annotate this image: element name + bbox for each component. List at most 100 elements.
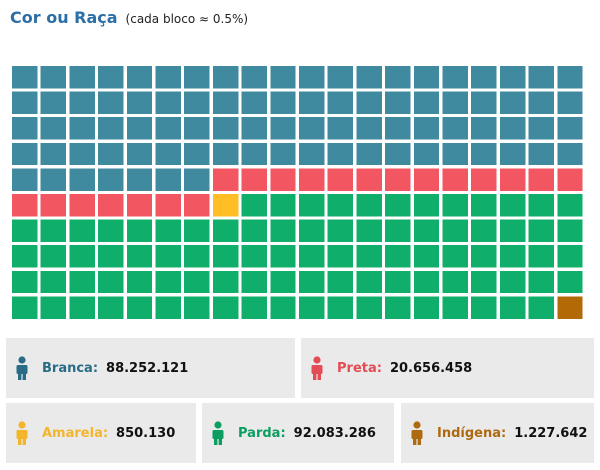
waffle-block-branca [557, 117, 583, 140]
waffle-block-parda [126, 245, 153, 268]
legend-colon: : [92, 360, 99, 376]
waffle-block-branca [356, 91, 382, 114]
waffle-block-parda [471, 296, 497, 319]
waffle-block-branca [299, 91, 325, 114]
waffle-block-preta [557, 168, 583, 191]
waffle-block-parda [528, 194, 554, 217]
waffle-block-parda [155, 245, 181, 268]
waffle-block-branca [413, 142, 440, 166]
waffle-block-parda [413, 270, 440, 294]
waffle-block-branca [557, 66, 583, 89]
waffle-block-branca [184, 117, 210, 140]
waffle-block-parda [442, 194, 468, 217]
waffle-block-branca [126, 91, 153, 114]
waffle-block-parda [184, 270, 210, 294]
waffle-block-parda [413, 194, 440, 217]
waffle-block-branca [356, 117, 382, 140]
waffle-block-parda [471, 245, 497, 268]
legend-colon: : [280, 425, 286, 441]
waffle-block-branca [212, 91, 239, 114]
waffle-block-indigena [557, 296, 583, 319]
waffle-block-parda [356, 219, 382, 242]
waffle-block-parda [12, 245, 38, 268]
waffle-block-branca [241, 91, 267, 114]
person-icon [16, 421, 28, 445]
waffle-block-branca [528, 117, 554, 140]
waffle-block-parda [327, 219, 354, 242]
waffle-block-preta [471, 168, 497, 191]
waffle-block-parda [12, 219, 38, 242]
waffle-block-parda [327, 194, 354, 217]
waffle-block-preta [155, 194, 181, 217]
waffle-block-parda [442, 270, 468, 294]
legend-colon: : [376, 360, 382, 376]
waffle-block-branca [98, 142, 124, 166]
waffle-block-parda [126, 270, 153, 294]
waffle-block-preta [413, 168, 440, 191]
waffle-block-branca [155, 168, 181, 191]
waffle-block-branca [327, 142, 354, 166]
waffle-block-branca [12, 142, 38, 166]
waffle-block-branca [126, 168, 153, 191]
waffle-block-parda [499, 296, 526, 319]
waffle-block-parda [69, 296, 95, 319]
waffle-block-parda [557, 194, 583, 217]
waffle-block-parda [270, 194, 296, 217]
waffle-block-parda [413, 296, 440, 319]
waffle-block-branca [270, 91, 296, 114]
waffle-block-branca [40, 66, 67, 89]
waffle-block-parda [528, 296, 554, 319]
waffle-block-branca [499, 117, 526, 140]
waffle-block-parda [98, 245, 124, 268]
waffle-block-branca [40, 117, 67, 140]
waffle-block-preta [69, 194, 95, 217]
waffle-block-parda [557, 270, 583, 294]
legend-label-indigena: Indígena [437, 425, 502, 441]
waffle-block-branca [126, 66, 153, 89]
waffle-block-branca [385, 91, 411, 114]
waffle-block-preta [241, 168, 267, 191]
waffle-block-parda [69, 270, 95, 294]
waffle-block-preta [12, 194, 38, 217]
waffle-block-branca [69, 91, 95, 114]
waffle-block-parda [356, 270, 382, 294]
waffle-block-branca [442, 91, 468, 114]
waffle-block-parda [385, 194, 411, 217]
waffle-block-parda [212, 296, 239, 319]
waffle-block-parda [499, 219, 526, 242]
waffle-block-parda [528, 245, 554, 268]
waffle-block-parda [126, 219, 153, 242]
chart-title: Cor ou Raça [10, 8, 118, 27]
waffle-block-branca [184, 168, 210, 191]
waffle-block-branca [241, 117, 267, 140]
person-icon [311, 356, 323, 380]
waffle-block-branca [40, 168, 67, 191]
waffle-block-parda [40, 245, 67, 268]
waffle-block-parda [299, 194, 325, 217]
chart-header: Cor ou Raça (cada bloco ≈ 0.5%) [10, 8, 248, 30]
waffle-block-branca [270, 142, 296, 166]
person-icon [212, 421, 224, 445]
waffle-block-parda [471, 194, 497, 217]
legend-value-parda: 92.083.286 [293, 425, 376, 441]
waffle-block-branca [155, 91, 181, 114]
waffle-block-parda [184, 296, 210, 319]
waffle-block-branca [98, 91, 124, 114]
legend-value-preta: 20.656.458 [389, 360, 473, 376]
waffle-block-parda [270, 245, 296, 268]
waffle-block-parda [40, 270, 67, 294]
waffle-block-branca [471, 91, 497, 114]
waffle-block-branca [356, 66, 382, 89]
waffle-block-parda [241, 270, 267, 294]
waffle-block-parda [385, 296, 411, 319]
waffle-block-parda [356, 194, 382, 217]
legend-label-parda: Parda [238, 425, 281, 441]
waffle-block-branca [385, 117, 411, 140]
waffle-block-preta [212, 168, 239, 191]
waffle-block-parda [499, 270, 526, 294]
waffle-block-parda [184, 245, 210, 268]
waffle-block-parda [12, 270, 38, 294]
waffle-block-branca [270, 117, 296, 140]
waffle-block-branca [413, 66, 440, 89]
waffle-block-parda [557, 219, 583, 242]
